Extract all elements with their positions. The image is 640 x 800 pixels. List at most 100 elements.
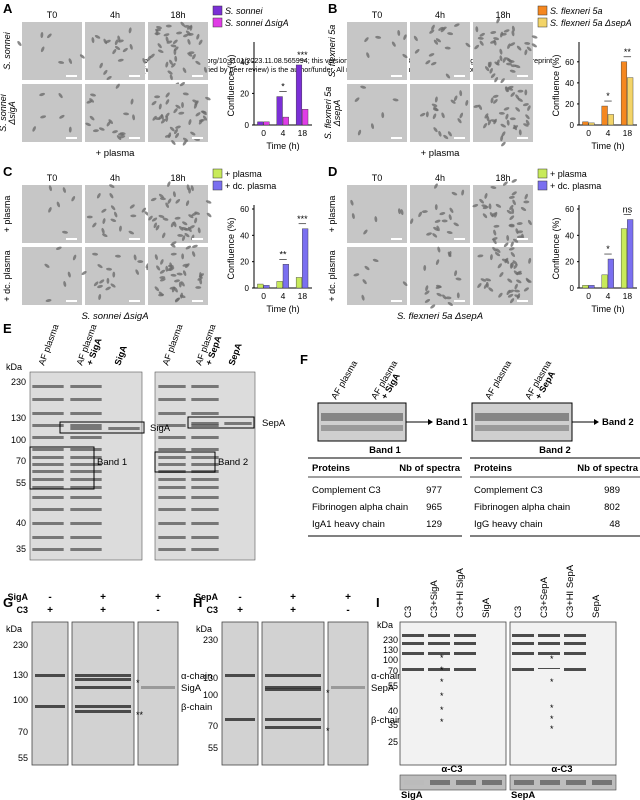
gel-band [538, 634, 560, 637]
panel-label: D [328, 164, 337, 179]
marker-label: 70 [388, 666, 398, 676]
cell [180, 281, 185, 287]
cell [170, 252, 177, 256]
cell [489, 212, 494, 218]
antibody-label: α-C3 [551, 764, 572, 775]
gel-band [70, 398, 102, 401]
cell [473, 104, 480, 108]
cell [192, 53, 196, 60]
asterisk: * [440, 705, 444, 715]
gel-band [265, 686, 321, 689]
cell [527, 219, 532, 226]
cell [192, 99, 198, 103]
cell [190, 185, 194, 192]
marker-label: 55 [388, 681, 398, 691]
significance-label: *** [297, 214, 308, 224]
asterisk: * [440, 665, 444, 675]
micrograph [22, 84, 82, 142]
cell [524, 49, 528, 56]
column-header: T0 [47, 10, 58, 20]
cell [106, 277, 110, 284]
gel-band [428, 652, 450, 655]
cell [526, 279, 532, 283]
bar [257, 121, 264, 126]
gel-band [564, 642, 586, 645]
legend-label: + plasma [550, 169, 587, 179]
sign: + [290, 592, 296, 603]
legend-swatch [212, 5, 223, 16]
cell [509, 42, 516, 47]
cell [89, 115, 95, 121]
gel-band [566, 780, 586, 785]
marker-label: 230 [13, 640, 28, 650]
cell [351, 213, 355, 219]
cell [142, 58, 146, 64]
cell [502, 57, 507, 63]
cell [172, 191, 176, 198]
y-tick-label: 20 [240, 89, 249, 98]
cell [512, 238, 519, 243]
marker-label: 230 [203, 635, 218, 645]
sign: - [48, 592, 51, 603]
gel-band [158, 424, 186, 427]
cell [174, 128, 178, 135]
gel-band [540, 780, 560, 785]
significance-label: * [281, 82, 285, 92]
cell [432, 233, 438, 238]
table-header: Nb of spectra [399, 463, 460, 474]
bar [601, 105, 608, 126]
column-header: 4h [435, 173, 445, 183]
gel-band [70, 496, 102, 499]
gel-band [75, 678, 131, 681]
cell [67, 271, 71, 278]
marker-label: 70 [16, 456, 26, 466]
micrograph [347, 22, 407, 80]
x-tick-label: 4 [281, 128, 286, 138]
cell [184, 232, 190, 238]
cell [488, 61, 492, 68]
gel-band [70, 470, 102, 473]
gel-band [191, 398, 219, 401]
y-tick-label: 20 [240, 258, 249, 267]
cell [89, 98, 95, 103]
gel-band [158, 436, 186, 439]
asterisk: * [440, 691, 444, 701]
cell [101, 208, 107, 213]
cell [425, 60, 431, 65]
lane-label: C3+HI SepA [565, 564, 576, 618]
cell [505, 113, 509, 120]
lane-label: SigA [112, 344, 129, 367]
cell [153, 222, 157, 229]
cell [106, 121, 111, 127]
cell [434, 219, 441, 223]
bar [276, 281, 283, 289]
bar [302, 108, 309, 126]
cell [56, 201, 61, 208]
cell [445, 296, 452, 300]
cell [523, 200, 530, 204]
cell [506, 62, 513, 66]
cell [495, 203, 502, 208]
cell [72, 254, 77, 261]
cell [444, 46, 451, 50]
antibody-label: α-C3 [441, 764, 462, 775]
cell [151, 217, 158, 222]
y-tick-label: 0 [245, 284, 250, 293]
cell [151, 100, 157, 106]
cell [40, 46, 45, 53]
legend-swatch [537, 180, 548, 191]
cell [154, 254, 158, 261]
significance-label: * [606, 91, 610, 101]
cell [424, 290, 430, 295]
table-cell: 989 [604, 485, 620, 496]
gel-band [32, 536, 64, 539]
cell [171, 140, 176, 145]
cell [524, 41, 531, 45]
gel-band [32, 548, 64, 551]
gel-band [32, 522, 64, 525]
cell [173, 49, 177, 56]
gel-band [538, 642, 560, 645]
cell [119, 225, 122, 232]
lane-label: C3 [403, 606, 414, 618]
cell [116, 135, 122, 141]
